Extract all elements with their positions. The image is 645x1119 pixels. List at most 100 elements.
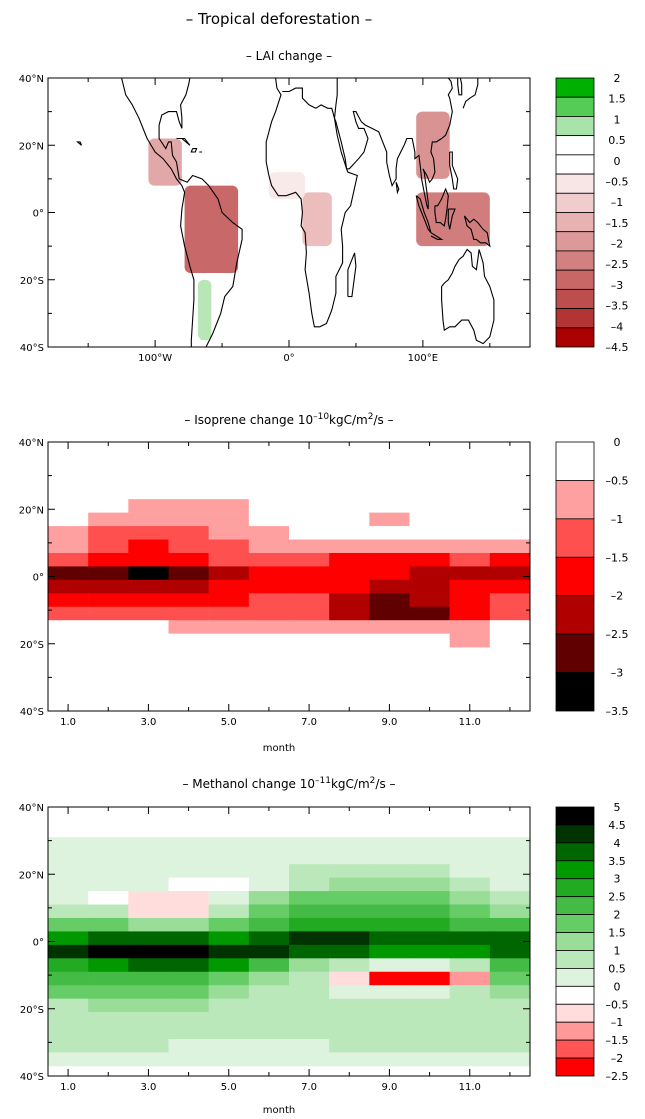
y-tick-label: 20°N (19, 141, 44, 152)
heatmap-cell (289, 837, 330, 852)
coastline (415, 195, 432, 234)
heatmap-cell (128, 1052, 169, 1067)
figure-title: – Tropical deforestation – (186, 10, 372, 28)
heatmap-cell (329, 512, 370, 527)
heatmap-cell (168, 958, 209, 973)
heatmap-cell (168, 944, 209, 959)
colorbar-label: 2 (614, 72, 621, 85)
colorbar-label: 1.5 (608, 93, 626, 106)
heatmap-cell (449, 877, 491, 892)
heatmap-cell (369, 620, 410, 634)
heatmap-cell (88, 526, 129, 540)
colorbar-cell (555, 672, 595, 712)
heatmap-cell (248, 998, 290, 1013)
heatmap-cell (248, 539, 290, 554)
colorbar-label: –1.5 (606, 551, 629, 564)
coastline (462, 78, 479, 109)
heatmap-cell (329, 552, 370, 567)
heatmap-cell (208, 539, 250, 554)
heatmap-cell (128, 526, 169, 540)
heatmap-cell (168, 864, 209, 878)
y-tick-label: 40°N (19, 74, 44, 85)
heatmap-cell (48, 904, 89, 919)
heatmap-cell (168, 877, 209, 892)
heatmap-cell (329, 1052, 370, 1067)
heatmap-cell (489, 620, 531, 634)
heatmap-cell (48, 499, 89, 513)
heatmap-cell (409, 552, 450, 567)
heatmap-cell (489, 1025, 531, 1040)
panel-title: – Isoprene change 10–10kgC/m2/s – (184, 412, 393, 427)
heatmap-cell (208, 566, 250, 581)
colorbar-label: –0.5 (606, 175, 629, 188)
heatmap-cell (208, 958, 250, 973)
coastline (347, 252, 357, 298)
heatmap-cell (48, 985, 89, 999)
heatmap-cell (409, 837, 450, 852)
heatmap-cell (449, 891, 491, 905)
colorbar-label: 4 (614, 837, 621, 850)
region-cell (416, 192, 490, 247)
colorbar-label: 4.5 (608, 819, 626, 832)
heatmap-cell (369, 837, 410, 852)
region-cell (416, 111, 450, 179)
heatmap-cell (489, 539, 531, 554)
colorbar-label: –1 (611, 196, 624, 209)
coastline (430, 232, 444, 240)
heatmap-cell (489, 606, 531, 621)
heatmap-cell (208, 1052, 250, 1067)
colorbar-cell (555, 842, 595, 862)
heatmap-cell (208, 579, 250, 594)
heatmap-cell (128, 633, 169, 648)
heatmap-cell (369, 931, 410, 946)
heatmap-cell (208, 864, 250, 878)
y-tick-label: 0° (33, 938, 44, 949)
heatmap-cell (289, 971, 330, 986)
heatmap-cell (168, 971, 209, 986)
heatmap-cell (369, 944, 410, 959)
heatmap-cell (449, 1012, 491, 1026)
heatmap-cell (128, 552, 169, 567)
coastline (449, 151, 459, 190)
heatmap-cell (208, 1012, 250, 1026)
region-cell (197, 279, 212, 341)
heatmap-cell (48, 526, 89, 540)
y-tick-label: 40°S (20, 343, 44, 354)
coastline (457, 77, 463, 96)
colorbar-label: –1.5 (606, 1034, 629, 1047)
y-tick-label: 20°S (20, 1005, 44, 1016)
heatmap-cell (329, 539, 370, 554)
colorbar-cell (555, 173, 595, 194)
heatmap-cell (369, 877, 410, 892)
heatmap-cell (369, 985, 410, 999)
heatmap-cell (369, 891, 410, 905)
heatmap-cell (289, 526, 330, 540)
colorbar-label: –4 (611, 320, 624, 333)
x-tick-label: 100°E (408, 353, 438, 364)
colorbar-label: –2 (611, 238, 624, 251)
heatmap-cell (248, 512, 290, 527)
colorbar-label: 0 (614, 980, 621, 993)
heatmap-cell (449, 985, 491, 999)
y-tick-label: 20°S (20, 640, 44, 651)
heatmap-cell (369, 904, 410, 919)
heatmap-cell (208, 606, 250, 621)
heatmap-cell (128, 1012, 169, 1026)
heatmap-cell (409, 526, 450, 540)
coastline (76, 141, 83, 146)
heatmap-cell (208, 512, 250, 527)
x-tick-label: 7.0 (301, 1082, 317, 1093)
heatmap-cell (208, 620, 250, 634)
colorbar-cell (555, 77, 595, 98)
heatmap-cell (449, 958, 491, 973)
x-tick-label: 1.0 (60, 1082, 76, 1093)
colorbar-cell (555, 556, 595, 597)
heatmap-cell (449, 944, 491, 959)
heatmap-cell (48, 850, 89, 865)
heatmap-cell (168, 526, 209, 540)
colorbar-label: –4.5 (606, 341, 629, 354)
heatmap-cell (48, 917, 89, 932)
heatmap-cell (449, 593, 491, 608)
heatmap-cell (329, 864, 370, 878)
heatmap-cell (489, 917, 531, 932)
